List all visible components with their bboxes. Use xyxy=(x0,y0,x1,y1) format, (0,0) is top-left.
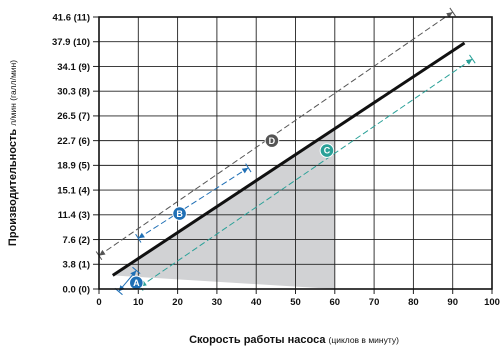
range-arrowhead-d xyxy=(446,12,453,18)
y-axis-label-main: Производительность xyxy=(7,129,19,246)
x-axis-label: Скорость работы насоса (циклов в минуту) xyxy=(189,334,399,346)
x-axis-label-main: Скорость работы насоса xyxy=(189,334,326,346)
range-cap-d xyxy=(449,7,456,17)
range-arrowhead-b xyxy=(241,167,249,174)
range-markers: A B C D xyxy=(129,133,335,291)
main-series-line xyxy=(111,41,466,277)
x-tick-label: 0 xyxy=(96,297,101,308)
range-indicators xyxy=(95,7,476,296)
y-axis-ticks: 0.0 (0) 3.8 (1) 7.6 (2) 11.4 (3) 15.1 (4) 18.… xyxy=(52,12,99,295)
range-cap-a xyxy=(132,266,141,275)
range-line-c xyxy=(139,58,473,287)
x-tick-label: 20 xyxy=(172,297,183,308)
y-axis-label: Производительность л/мин (галл/мин) xyxy=(7,60,19,246)
y-tick-label: 18.9 (5) xyxy=(57,161,90,172)
range-marker-circle xyxy=(264,133,280,148)
y-tick-label: 15.1 (4) xyxy=(57,185,90,196)
range-arrowhead-a xyxy=(130,270,137,277)
shaded-region xyxy=(112,129,335,289)
range-marker-c: C xyxy=(319,143,335,158)
y-tick-label: 0.0 (0) xyxy=(63,284,90,295)
y-tick-label: 41.6 (11) xyxy=(53,12,91,23)
x-tick-label: 60 xyxy=(330,297,341,308)
x-axis-label-unit: (циклов в минуту) xyxy=(329,335,400,345)
range-marker-label: C xyxy=(324,146,331,156)
y-axis-label-unit: л/мин (галл/мин) xyxy=(8,60,18,126)
range-cap-b xyxy=(135,233,142,243)
range-line-b xyxy=(138,167,249,239)
range-marker-label: B xyxy=(176,209,183,219)
range-marker-circle xyxy=(172,206,187,221)
x-tick-label: 100 xyxy=(484,297,500,308)
x-tick-label: 40 xyxy=(251,297,262,308)
range-cap-b xyxy=(245,163,252,173)
range-marker-label: D xyxy=(269,136,276,146)
y-tick-label: 3.8 (1) xyxy=(63,260,90,271)
x-tick-label: 80 xyxy=(408,297,419,308)
y-tick-label: 7.6 (2) xyxy=(63,235,90,246)
x-tick-label: 10 xyxy=(133,297,144,308)
range-cap-c xyxy=(469,54,476,64)
y-tick-label: 34.1 (9) xyxy=(57,62,90,73)
plot-frame xyxy=(98,16,493,290)
x-tick-label: 70 xyxy=(369,297,380,308)
range-arrowhead-b xyxy=(138,232,145,239)
range-marker-label: A xyxy=(133,278,140,288)
range-marker-circle xyxy=(319,143,335,158)
range-marker-a: A xyxy=(129,275,144,291)
range-marker-b: B xyxy=(172,206,187,221)
x-tick-label: 30 xyxy=(212,297,223,308)
y-tick-label: 11.4 (3) xyxy=(58,210,90,221)
range-marker-d: D xyxy=(264,133,280,148)
x-tick-label: 50 xyxy=(290,297,301,308)
y-tick-label: 30.3 (8) xyxy=(57,86,90,97)
y-tick-label: 26.5 (7) xyxy=(57,111,90,122)
range-arrowhead-c xyxy=(465,59,473,65)
y-tick-label: 37.9 (10) xyxy=(52,37,90,48)
range-arrowhead-d xyxy=(99,249,106,256)
y-tick-label: 22.7 (6) xyxy=(57,136,90,147)
x-tick-label: 90 xyxy=(447,297,458,308)
x-axis-ticks: 0 10 20 30 40 50 60 70 80 90 100 xyxy=(96,289,500,308)
